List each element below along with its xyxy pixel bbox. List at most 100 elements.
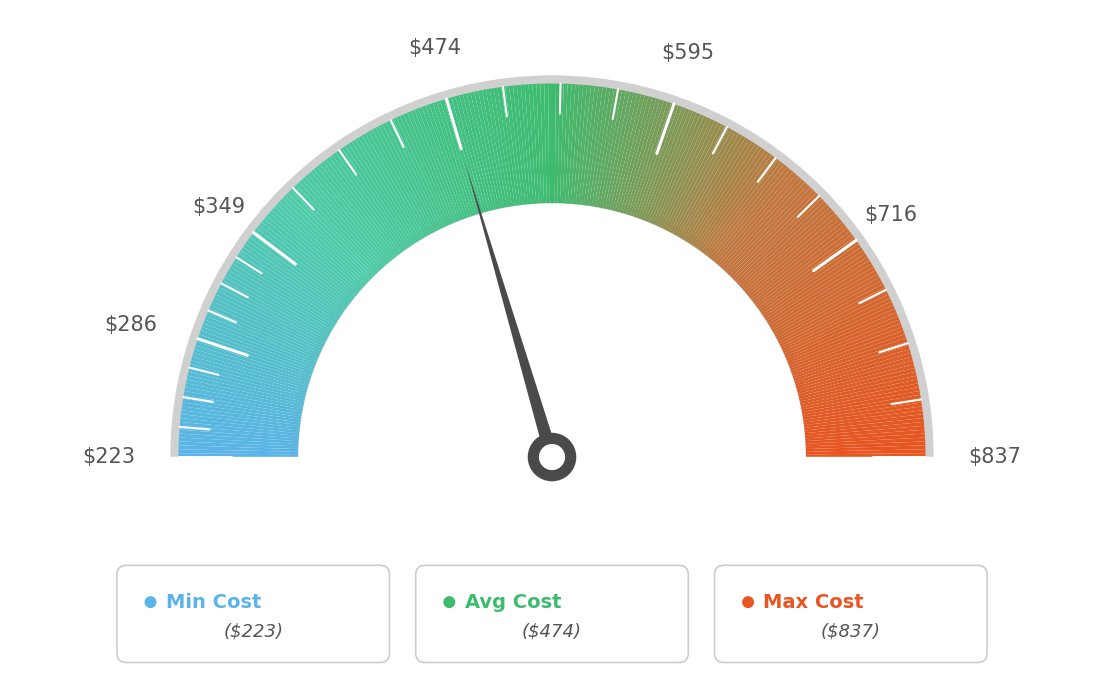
Text: Max Cost: Max Cost: [763, 593, 864, 611]
Wedge shape: [796, 353, 912, 388]
Wedge shape: [694, 148, 765, 248]
Wedge shape: [459, 95, 491, 211]
Wedge shape: [618, 97, 652, 213]
Wedge shape: [225, 274, 331, 335]
Wedge shape: [267, 213, 360, 293]
Wedge shape: [189, 364, 306, 397]
Wedge shape: [782, 298, 892, 351]
Wedge shape: [283, 196, 371, 282]
Wedge shape: [524, 84, 537, 204]
Wedge shape: [567, 84, 580, 204]
Wedge shape: [226, 270, 332, 333]
Wedge shape: [630, 102, 671, 217]
Wedge shape: [660, 119, 714, 228]
Wedge shape: [732, 193, 819, 279]
Wedge shape: [571, 85, 583, 204]
Wedge shape: [784, 305, 894, 356]
Wedge shape: [806, 433, 925, 444]
Wedge shape: [785, 308, 896, 359]
Wedge shape: [231, 264, 335, 328]
Wedge shape: [688, 141, 755, 244]
Wedge shape: [751, 225, 847, 302]
Wedge shape: [211, 302, 321, 354]
Wedge shape: [746, 216, 840, 295]
Text: $349: $349: [192, 197, 246, 217]
Wedge shape: [783, 302, 893, 354]
Wedge shape: [243, 244, 343, 314]
Wedge shape: [554, 83, 560, 203]
Wedge shape: [359, 135, 423, 240]
Wedge shape: [202, 323, 315, 368]
Wedge shape: [362, 134, 425, 239]
Wedge shape: [299, 179, 382, 270]
Wedge shape: [594, 89, 618, 207]
Wedge shape: [760, 241, 859, 312]
Wedge shape: [234, 257, 338, 323]
Wedge shape: [429, 103, 471, 217]
Wedge shape: [761, 244, 861, 314]
Wedge shape: [506, 86, 523, 205]
Circle shape: [742, 596, 754, 608]
Wedge shape: [741, 207, 832, 289]
Wedge shape: [308, 172, 389, 265]
Wedge shape: [296, 182, 380, 272]
Wedge shape: [220, 284, 327, 342]
Wedge shape: [806, 449, 925, 455]
Wedge shape: [529, 84, 539, 204]
Wedge shape: [262, 219, 357, 297]
Wedge shape: [638, 106, 682, 219]
Wedge shape: [648, 111, 697, 223]
Text: $837: $837: [968, 447, 1021, 467]
Wedge shape: [650, 112, 700, 224]
Wedge shape: [179, 453, 298, 457]
Wedge shape: [667, 124, 725, 232]
Wedge shape: [793, 338, 907, 379]
Wedge shape: [806, 442, 925, 449]
Wedge shape: [352, 139, 418, 243]
Wedge shape: [317, 164, 394, 259]
Wedge shape: [747, 219, 842, 297]
Wedge shape: [411, 110, 458, 222]
Wedge shape: [681, 135, 745, 240]
Wedge shape: [804, 406, 923, 425]
Wedge shape: [718, 175, 799, 266]
Wedge shape: [501, 86, 520, 206]
Wedge shape: [180, 418, 299, 433]
Wedge shape: [797, 357, 913, 391]
Wedge shape: [737, 201, 827, 285]
Wedge shape: [787, 316, 900, 364]
Wedge shape: [390, 119, 444, 228]
Wedge shape: [233, 260, 336, 326]
Wedge shape: [513, 85, 528, 204]
Wedge shape: [195, 342, 310, 381]
Wedge shape: [672, 128, 732, 235]
Wedge shape: [448, 97, 484, 213]
Wedge shape: [440, 99, 479, 215]
Wedge shape: [509, 86, 526, 205]
Wedge shape: [762, 247, 863, 317]
Wedge shape: [490, 88, 512, 206]
Wedge shape: [452, 97, 486, 213]
Wedge shape: [425, 104, 468, 218]
Wedge shape: [633, 103, 675, 217]
Wedge shape: [798, 368, 915, 399]
Wedge shape: [189, 368, 306, 399]
Wedge shape: [210, 305, 320, 356]
Text: ($223): ($223): [223, 622, 284, 640]
Wedge shape: [715, 172, 796, 265]
Wedge shape: [662, 121, 718, 230]
Wedge shape: [714, 169, 793, 263]
Wedge shape: [418, 107, 464, 220]
Wedge shape: [592, 88, 614, 206]
Wedge shape: [355, 137, 421, 242]
Wedge shape: [290, 188, 376, 275]
Wedge shape: [764, 250, 866, 319]
Text: $223: $223: [83, 447, 136, 467]
Wedge shape: [217, 288, 326, 344]
Wedge shape: [179, 445, 298, 452]
Wedge shape: [802, 383, 919, 409]
Circle shape: [444, 596, 455, 608]
Wedge shape: [241, 247, 342, 317]
Wedge shape: [565, 84, 575, 204]
Wedge shape: [636, 104, 679, 218]
